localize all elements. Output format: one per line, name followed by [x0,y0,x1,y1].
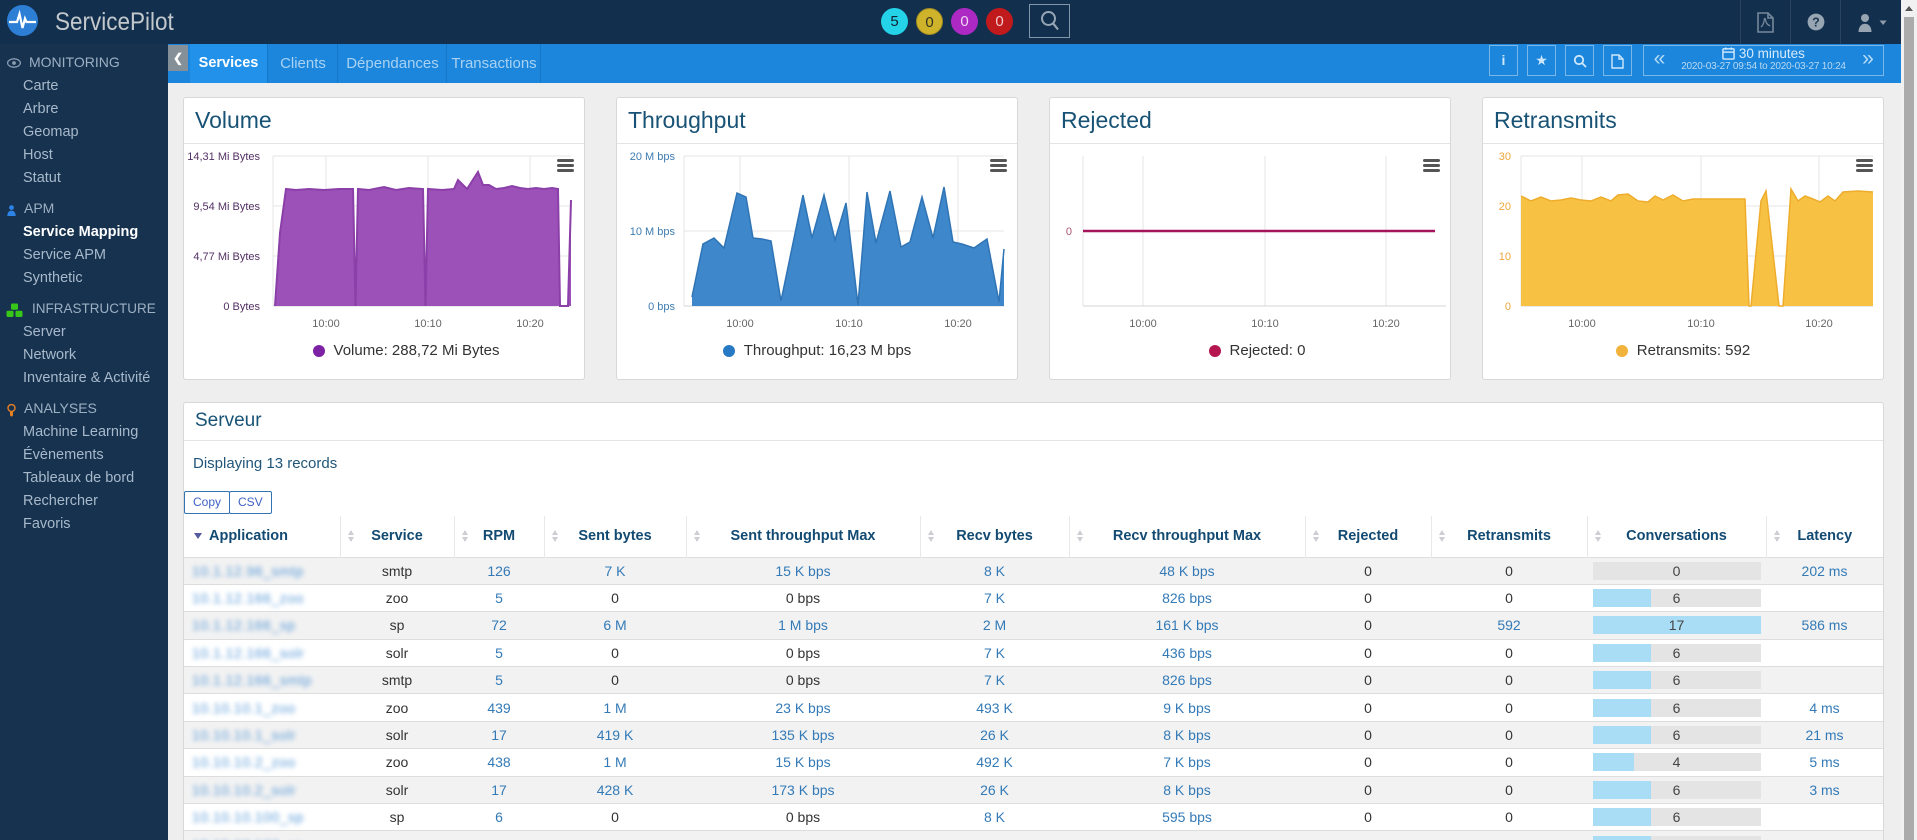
svg-text:20 M bps: 20 M bps [630,151,676,163]
svg-text:14,31 Mi Bytes: 14,31 Mi Bytes [187,151,260,163]
svg-text:10:00: 10:00 [726,318,754,330]
svg-text:4,77 Mi Bytes: 4,77 Mi Bytes [193,251,260,263]
svg-text:10:10: 10:10 [1687,318,1715,330]
svg-text:9,54 Mi Bytes: 9,54 Mi Bytes [193,201,260,213]
svg-text:10:20: 10:20 [944,318,972,330]
svg-text:0 Bytes: 0 Bytes [223,301,260,313]
svg-text:10 M bps: 10 M bps [630,226,676,238]
svg-text:10:00: 10:00 [1129,318,1157,330]
svg-text:20: 20 [1499,201,1511,213]
svg-text:10:20: 10:20 [1805,318,1833,330]
svg-text:0: 0 [1066,226,1072,238]
svg-text:10:20: 10:20 [516,318,544,330]
svg-text:10: 10 [1499,251,1511,263]
svg-text:10:20: 10:20 [1372,318,1400,330]
svg-text:10:10: 10:10 [414,318,442,330]
svg-text:10:00: 10:00 [312,318,340,330]
svg-text:0: 0 [1505,301,1511,313]
svg-text:10:10: 10:10 [835,318,863,330]
svg-text:10:10: 10:10 [1251,318,1279,330]
svg-text:10:00: 10:00 [1568,318,1596,330]
svg-text:30: 30 [1499,151,1511,163]
svg-text:0 bps: 0 bps [648,301,675,313]
svg-text:?: ? [1812,15,1820,29]
